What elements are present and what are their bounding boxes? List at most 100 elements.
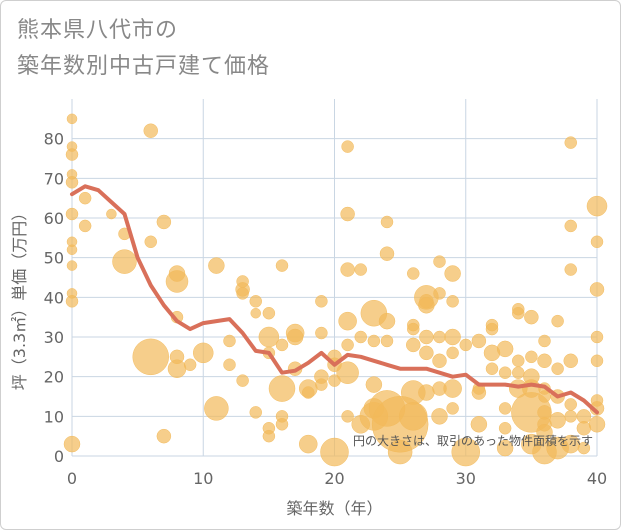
data-bubble [78,191,92,205]
y-tick-label: 10 [44,407,64,426]
data-bubble [564,219,577,233]
data-bubble [551,314,564,328]
data-bubble [512,306,525,320]
data-bubble [236,374,249,387]
data-bubble [286,328,304,346]
data-bubble [498,402,512,415]
bubble-series [63,113,608,467]
data-bubble [143,123,158,138]
data-bubble [302,386,315,399]
data-bubble [538,390,551,403]
y-tick-label: 60 [44,209,64,228]
data-bubble [380,334,394,348]
data-bubble [336,361,359,384]
data-bubble [208,257,225,274]
data-bubble [387,439,413,465]
data-bubble [485,322,499,336]
chart-title: 熊本県八代市の 築年数別中古戸建て価格 [17,13,270,85]
data-bubble [340,206,355,222]
data-bubble [433,255,446,268]
data-bubble [470,416,488,433]
data-bubble [537,353,552,369]
data-bubble [112,249,137,274]
x-tick-label: 20 [324,469,344,488]
data-bubble [249,295,262,308]
data-bubble [512,354,525,368]
average-trend-line [70,184,599,415]
data-bubble [268,375,296,402]
data-bubble [156,428,172,444]
data-bubble [399,402,428,431]
y-axis-title: 坪（3.3㎡）単価（万円） [10,205,29,390]
data-bubble [564,136,577,149]
data-bubble [341,338,354,352]
data-bubble [524,309,539,325]
data-bubble [590,330,604,344]
data-bubble [156,214,172,230]
data-bubble [204,396,229,421]
title-line-1: 熊本県八代市の [17,18,179,43]
data-bubble [65,176,79,189]
data-bubble [65,148,79,161]
data-bubble [406,337,421,353]
data-bubble [496,340,514,358]
data-bubble [577,441,591,455]
data-bubble [379,246,395,261]
title-line-2: 築年数別中古戸建て価格 [17,54,271,79]
y-tick-label: 70 [44,169,64,188]
data-bubble [250,307,261,319]
data-bubble [446,402,459,415]
data-bubble [564,263,577,276]
data-bubble [431,408,448,425]
data-bubble [367,334,381,348]
data-bubble [275,259,289,272]
data-bubble [418,297,435,314]
y-tick-label: 0 [54,447,64,466]
data-bubble [341,410,354,423]
data-bubble [262,306,276,320]
data-bubble [315,378,328,391]
data-bubble [65,295,79,308]
data-bubble [223,334,236,348]
data-bubble [132,338,169,376]
x-tick-label: 10 [193,469,213,488]
data-bubble [66,260,78,271]
data-bubble [563,353,578,369]
data-bubble [588,416,606,433]
data-bubble [586,195,608,217]
data-bubble [485,362,499,375]
data-bubble [378,312,396,330]
data-bubble [275,338,289,352]
y-tick-label: 40 [44,288,64,307]
data-bubble [354,263,367,276]
data-bubble [433,287,446,300]
data-bubble [418,384,435,401]
data-bubble [165,270,189,293]
data-bubble [236,287,249,300]
data-bubble [66,113,78,125]
data-bubble [471,333,487,349]
data-bubble [443,379,462,398]
data-bubble [446,295,459,308]
data-bubble [340,262,355,277]
data-bubble [525,350,538,364]
data-bubble [65,207,79,221]
x-tick-label: 0 [67,469,77,488]
data-bubble [444,265,461,282]
y-tick-label: 30 [44,328,64,347]
data-bubble [589,282,605,297]
data-bubble [407,322,420,336]
data-bubble [275,418,289,431]
y-tick-label: 20 [44,368,64,387]
size-note: 円の大きさは、取引のあった物件面積を示す [353,433,593,448]
data-bubble [512,366,525,379]
data-bubble [380,215,394,229]
data-bubble [299,434,318,454]
data-bubble [498,366,512,379]
data-bubble [590,235,604,249]
x-tick-label: 40 [587,469,607,488]
x-tick-label: 30 [456,469,476,488]
data-bubble [551,362,564,375]
